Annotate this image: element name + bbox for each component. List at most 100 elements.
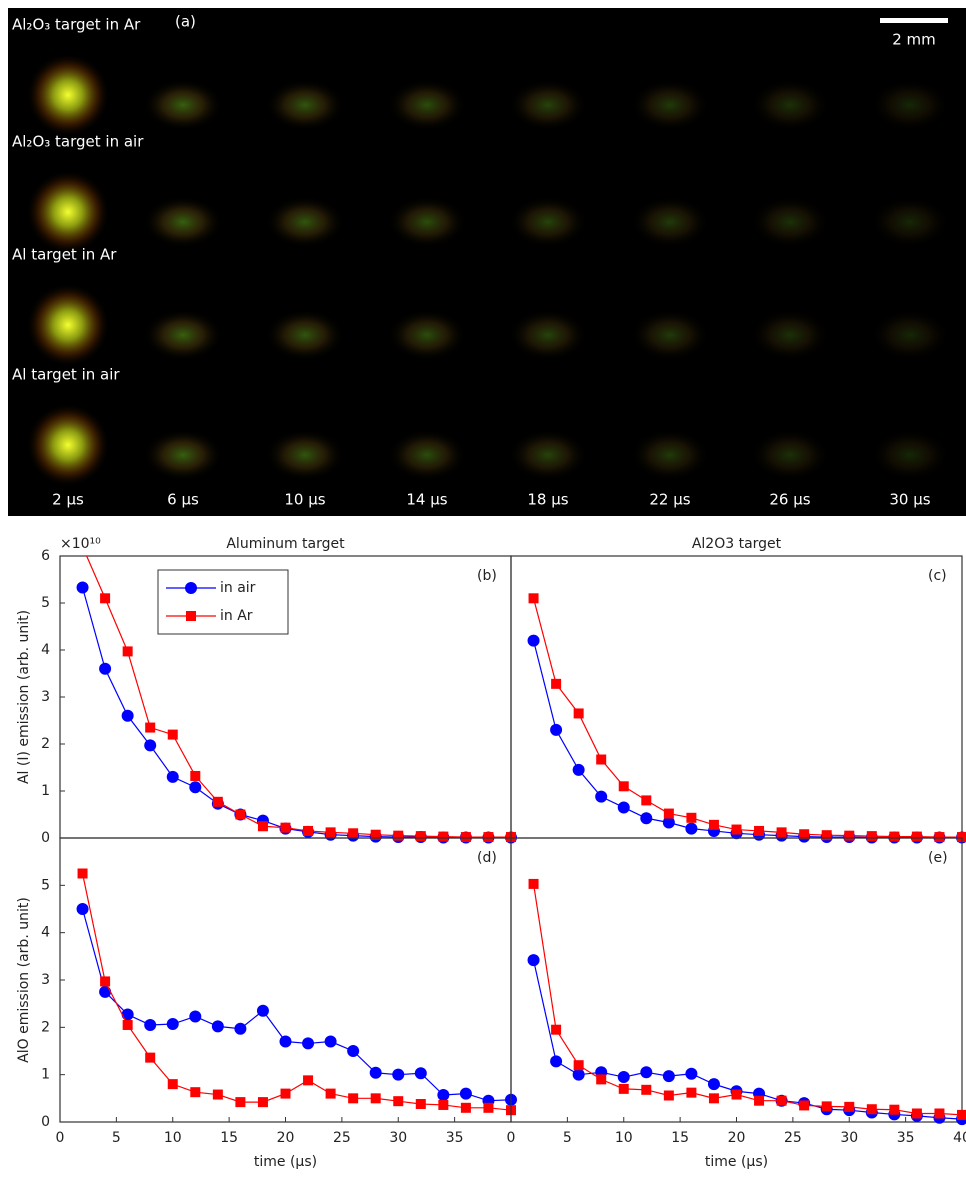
point — [144, 1018, 157, 1031]
point — [686, 812, 697, 823]
point — [708, 819, 719, 830]
panel-label: (a) — [175, 13, 196, 31]
point — [527, 954, 540, 967]
x-tick-label: 15 — [671, 1130, 689, 1146]
point — [211, 1020, 224, 1033]
legend-box — [157, 569, 289, 635]
y-tick-label: 5 — [41, 877, 50, 893]
point — [550, 1055, 563, 1068]
y-tick-label: 4 — [41, 925, 50, 941]
plume — [630, 196, 710, 248]
point — [483, 1102, 494, 1113]
point — [731, 1089, 742, 1100]
point — [76, 903, 89, 915]
plume — [750, 429, 830, 481]
x-tick-label: 35 — [897, 1130, 915, 1146]
time-label: 22 µs — [649, 491, 690, 509]
point — [572, 1068, 585, 1081]
point — [844, 1101, 855, 1112]
plume — [387, 429, 467, 481]
plume — [750, 79, 830, 131]
point — [370, 1093, 381, 1104]
point — [663, 1090, 674, 1101]
point — [145, 722, 156, 733]
point — [325, 1088, 336, 1099]
x-tick-label: 15 — [220, 1130, 238, 1146]
legend-label: in air — [220, 580, 256, 596]
x-tick-label: 20 — [277, 1130, 295, 1146]
point — [100, 976, 111, 987]
y-tick-label: 6 — [41, 548, 50, 564]
point — [550, 723, 563, 736]
image-panel: (a) 2 mm Al₂O₃ target in Ar Al₂O₃ target … — [8, 8, 966, 516]
point — [640, 1066, 653, 1079]
point — [460, 1102, 471, 1113]
point — [189, 781, 202, 794]
plume — [870, 79, 950, 131]
point — [551, 1024, 562, 1035]
point — [234, 1022, 247, 1035]
point — [889, 1104, 900, 1115]
plume — [750, 309, 830, 361]
point — [799, 1100, 810, 1111]
point — [279, 1035, 292, 1048]
plume-images — [26, 53, 950, 487]
y-tick-label: 5 — [41, 595, 50, 611]
plume — [143, 196, 223, 248]
plume — [630, 79, 710, 131]
point — [641, 1084, 652, 1095]
point — [438, 1099, 449, 1110]
point — [235, 1097, 246, 1108]
plume — [143, 429, 223, 481]
plume — [750, 196, 830, 248]
point — [572, 763, 585, 776]
point — [369, 1066, 382, 1079]
row-label: Al target in air — [12, 366, 120, 384]
point — [551, 678, 562, 689]
panel-label: (c) — [928, 568, 947, 584]
point — [190, 1087, 201, 1098]
series-group — [527, 878, 966, 1126]
point — [662, 816, 675, 829]
plume — [265, 79, 345, 131]
point — [889, 831, 900, 842]
plume — [387, 309, 467, 361]
plume — [26, 53, 110, 137]
y-tick-label: 1 — [41, 1067, 50, 1083]
time-label: 2 µs — [52, 491, 84, 509]
point — [663, 808, 674, 819]
x-tick-label: 25 — [784, 1130, 802, 1146]
point — [77, 868, 88, 879]
point — [392, 1068, 405, 1081]
plume — [630, 429, 710, 481]
series-line — [81, 873, 512, 1111]
point — [235, 809, 246, 820]
point — [459, 1087, 472, 1100]
plume — [26, 403, 110, 487]
point — [528, 878, 539, 889]
point — [641, 795, 652, 806]
time-label: 6 µs — [167, 491, 199, 509]
x-axis-label: time (μs) — [254, 1154, 317, 1170]
x-tick-label: 5 — [112, 1130, 121, 1146]
point — [302, 1037, 315, 1050]
point — [190, 770, 201, 781]
chart-title: Aluminum target — [226, 536, 345, 552]
point — [393, 830, 404, 841]
point — [121, 1008, 134, 1021]
point — [662, 1070, 675, 1083]
point — [280, 822, 291, 833]
point — [303, 825, 314, 836]
plume — [143, 309, 223, 361]
panel-label: (b) — [477, 568, 497, 584]
charts: 0 1 2 3 4 5 6 Aluminum target ×10¹⁰ (b) Al (I) emi… — [16, 536, 966, 1170]
time-label: 10 µs — [284, 491, 325, 509]
point — [934, 832, 945, 843]
chart-title: Al2O3 target — [692, 536, 782, 552]
point — [189, 1010, 202, 1023]
point — [708, 1093, 719, 1104]
point — [640, 812, 653, 825]
plume — [265, 196, 345, 248]
row-label: Al₂O₃ target in Ar — [12, 16, 141, 34]
